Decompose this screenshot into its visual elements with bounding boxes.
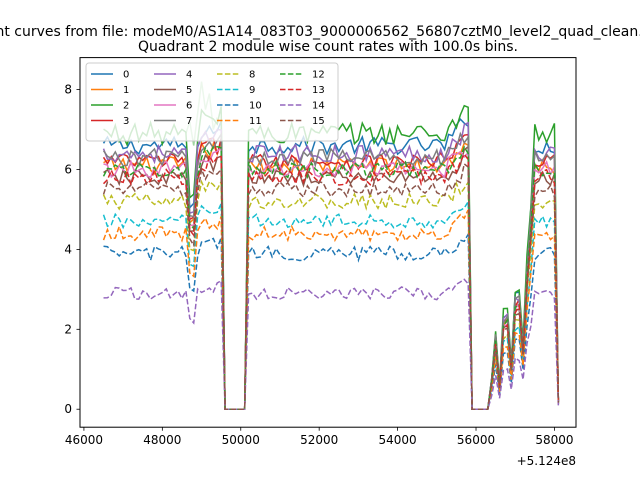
x-tick-label: 56000 xyxy=(457,433,495,447)
x-tick-label: 52000 xyxy=(300,433,338,447)
legend-box xyxy=(85,62,339,142)
legend-label-5: 5 xyxy=(186,85,192,96)
legend-label-9: 9 xyxy=(249,85,255,96)
x-axis-offset-label: +5.124e8 xyxy=(517,454,576,468)
axis-ticks: 46000 48000 50000 52000 54000 56000 58000 0 2 4 6 8 xyxy=(64,83,573,448)
series-line-10 xyxy=(103,231,560,410)
x-tick-label: 58000 xyxy=(535,433,573,447)
legend-label-10: 10 xyxy=(249,101,262,112)
legend-label-4: 4 xyxy=(186,70,192,81)
legend-label-0: 0 xyxy=(123,70,129,81)
legend-label-15: 15 xyxy=(312,116,325,127)
x-tick-label: 50000 xyxy=(222,433,260,447)
legend-label-13: 13 xyxy=(312,85,325,96)
legend-label-1: 1 xyxy=(123,85,129,96)
y-tick-label: 2 xyxy=(64,322,72,336)
series-line-15 xyxy=(102,162,560,410)
chart-title: Quadrant 2 module wise count rates with … xyxy=(138,39,518,55)
legend-label-2: 2 xyxy=(123,101,129,112)
legend-label-11: 11 xyxy=(249,116,262,127)
figure-suptitle: Light curves from file: modeM0/AS1A14_08… xyxy=(0,24,640,40)
axes-frame xyxy=(79,57,577,428)
legend-label-7: 7 xyxy=(186,116,192,127)
x-tick-label: 46000 xyxy=(65,433,103,447)
y-tick-label: 6 xyxy=(64,162,72,176)
legend-label-14: 14 xyxy=(312,101,325,112)
legend-label-8: 8 xyxy=(249,70,255,81)
plot-area xyxy=(102,81,560,410)
legend-label-3: 3 xyxy=(123,116,129,127)
y-tick-label: 0 xyxy=(64,402,72,416)
y-tick-label: 8 xyxy=(64,83,72,97)
x-tick-label: 48000 xyxy=(143,433,181,447)
legend-label-12: 12 xyxy=(312,70,325,81)
legend-label-6: 6 xyxy=(186,101,192,112)
y-tick-label: 4 xyxy=(64,242,72,256)
x-tick-label: 54000 xyxy=(379,433,417,447)
